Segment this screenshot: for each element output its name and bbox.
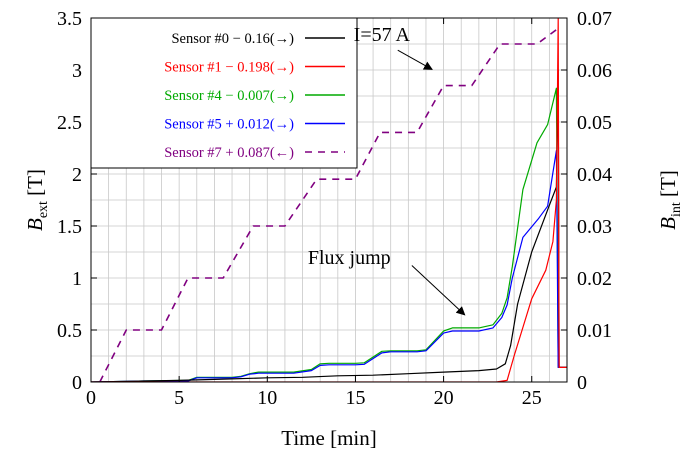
y-right-tick-label: 0 — [577, 372, 587, 394]
annotation-text-0: I=57 A — [354, 24, 411, 46]
series-line-1 — [91, 18, 567, 382]
x-tick-label: 5 — [174, 387, 184, 409]
y-left-tick-label: 3 — [72, 60, 82, 82]
y-right-tick-label: 0.04 — [577, 164, 612, 186]
x-tick-label: 0 — [86, 387, 96, 409]
annotation-text-1: Flux jump — [308, 247, 391, 269]
y-right-tick-label: 0.01 — [577, 320, 612, 342]
y-right-tick-label: 0.02 — [577, 268, 612, 290]
series-line-4 — [99, 27, 559, 382]
y-axis-title-right: Bint [T] — [656, 170, 684, 230]
y-left-tick-label: 0 — [72, 372, 82, 394]
legend: Sensor #0 − 0.16(→) Sensor #1 − 0.198(→) S… — [90, 17, 358, 169]
y-left-tick-label: 2.5 — [57, 112, 82, 134]
legend-box — [90, 17, 358, 169]
legend-label: Sensor #7 + 0.087(←) — [164, 145, 294, 161]
legend-label: Sensor #1 − 0.198(→) — [164, 60, 294, 76]
ticks: 0 5 10 15 20 25 0 0.5 1 1.5 2 2.5 3 3.5 0 0.01 0.02 0.03 0… — [57, 8, 612, 409]
y-left-tick-label: 3.5 — [57, 8, 82, 30]
x-tick-label: 25 — [522, 387, 542, 409]
legend-label: Sensor #5 + 0.012(→) — [164, 117, 294, 133]
y-left-tick-label: 2 — [72, 164, 82, 186]
y-left-tick-label: 0.5 — [57, 320, 82, 342]
annotation-arrow-0 — [397, 49, 433, 70]
y-right-tick-label: 0.05 — [577, 112, 612, 134]
series-layer — [91, 18, 567, 382]
legend-label: Sensor #0 − 0.16(→) — [171, 31, 294, 47]
series-line-3 — [91, 150, 567, 382]
annotation-arrow-1 — [411, 265, 466, 316]
y-axis-title-left: Bext [T] — [23, 169, 51, 231]
y-right-tick-label: 0.07 — [577, 8, 612, 30]
x-tick-label: 15 — [345, 387, 365, 409]
annotations: I=57 A Flux jump — [308, 24, 466, 316]
y-left-tick-label: 1 — [72, 268, 82, 290]
series-line-0 — [91, 69, 567, 382]
y-right-tick-label: 0.06 — [577, 60, 612, 82]
x-tick-label: 20 — [434, 387, 454, 409]
x-axis-title: Time [min] — [281, 426, 376, 449]
y-left-tick-label: 1.5 — [57, 216, 82, 238]
x-tick-label: 10 — [257, 387, 277, 409]
y-right-tick-label: 0.03 — [577, 216, 612, 238]
legend-label: Sensor #4 − 0.007(→) — [164, 88, 294, 104]
